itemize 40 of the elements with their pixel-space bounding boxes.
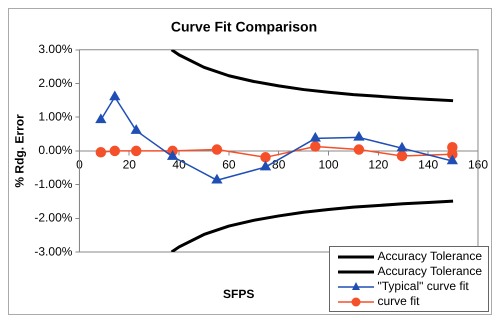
point — [310, 132, 320, 142]
legend-label: Accuracy Tolerance — [378, 264, 482, 279]
x-tick-label: 20 — [122, 157, 136, 172]
point — [168, 150, 178, 160]
y-tick-label: 0.00% — [38, 143, 73, 158]
point — [212, 174, 222, 184]
x-tick-label: 60 — [222, 157, 236, 172]
point — [96, 147, 106, 158]
legend-label: curve fit — [378, 294, 420, 309]
y-tick-label: -2.00% — [34, 210, 73, 225]
point — [110, 91, 120, 100]
y-tick-label: 1.00% — [38, 110, 73, 124]
x-tick-label: 80 — [272, 157, 286, 172]
point — [110, 146, 120, 156]
x-tick-label: 140 — [418, 157, 438, 172]
point — [260, 152, 271, 163]
point — [212, 144, 222, 155]
legend-label: Accuracy Tolerance — [378, 249, 482, 264]
point — [354, 132, 364, 141]
y-axis-title: % Rdg. Error — [12, 114, 27, 188]
x-tick-label: 160 — [468, 157, 488, 172]
legend-label: "Typical" curve fit — [378, 279, 469, 294]
point — [310, 141, 321, 152]
point — [396, 150, 408, 162]
y-tick-label: 3.00% — [38, 42, 73, 56]
x-tick-label: 100 — [318, 157, 339, 172]
y-tick-label: -3.00% — [34, 244, 73, 258]
point — [260, 161, 271, 170]
x-tick-label: 120 — [368, 157, 389, 172]
point — [447, 142, 458, 152]
point — [96, 114, 106, 124]
point — [354, 144, 364, 155]
x-axis-title: SFPS — [223, 287, 254, 301]
point — [131, 124, 142, 134]
y-tick-label: -1.00% — [34, 176, 73, 191]
y-tick-label: 2.00% — [38, 76, 73, 90]
point — [396, 142, 408, 152]
point — [447, 155, 458, 164]
point — [130, 146, 142, 156]
chart-title: Curve Fit Comparison — [170, 18, 318, 34]
